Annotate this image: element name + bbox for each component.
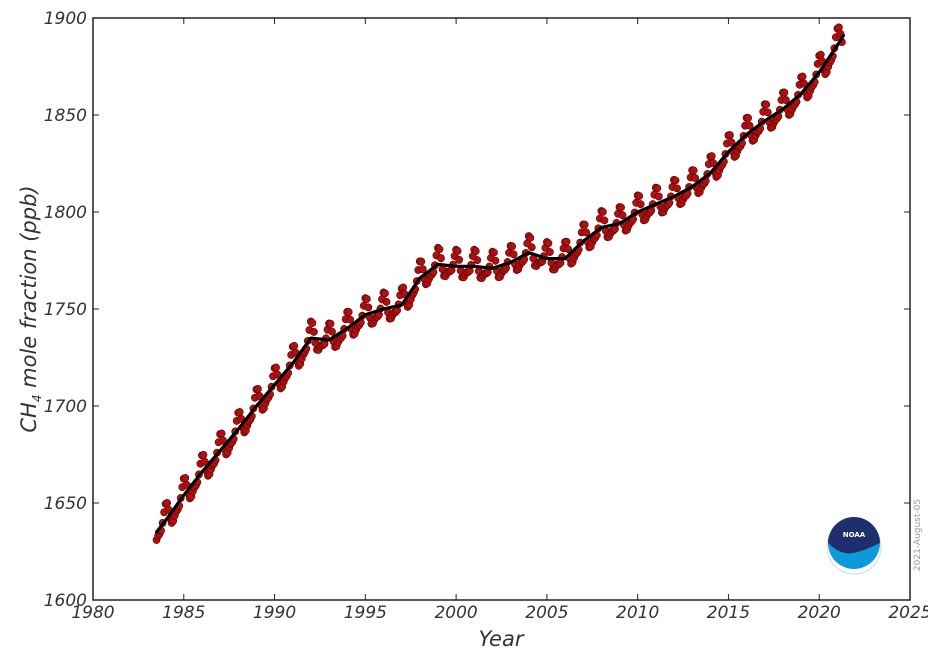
data-point	[762, 100, 771, 109]
y-tick-label: 1750	[44, 300, 87, 320]
data-point	[654, 192, 663, 201]
data-point	[346, 315, 355, 324]
x-tick-label: 1995	[344, 603, 387, 623]
data-point	[527, 243, 536, 252]
noaa-logo-wordmark: NOAA	[843, 531, 866, 539]
data-point	[834, 23, 843, 32]
data-point	[455, 255, 464, 264]
data-point	[745, 121, 754, 130]
data-point	[199, 450, 208, 459]
data-point	[635, 192, 644, 200]
noaa-logo-sky	[828, 517, 880, 554]
y-axis-title-main: CH	[17, 402, 41, 433]
data-point	[546, 248, 554, 256]
data-point	[582, 228, 591, 237]
data-point	[671, 176, 680, 185]
data-point	[382, 297, 391, 306]
x-tick-labels: 1980 1985 1990 1995 2000 2005 2010 2015 2020 2025	[71, 603, 928, 623]
data-point	[509, 250, 518, 259]
data-point	[564, 245, 572, 254]
data-point	[328, 327, 336, 336]
data-point	[326, 319, 335, 328]
y-axis-title: CH4 mole fraction (ppb)	[17, 185, 44, 432]
y-tick-label: 1700	[44, 397, 87, 417]
data-point	[580, 220, 589, 229]
data-point	[362, 295, 371, 303]
data-point	[673, 184, 681, 193]
x-tick-label: 2000	[434, 603, 477, 623]
y-tick-label: 1850	[44, 106, 87, 126]
axis-ticks	[92, 17, 911, 601]
data-point	[272, 363, 280, 372]
y-axis-title-subscript: 4	[30, 395, 44, 403]
data-point	[308, 319, 317, 327]
x-tick-label: 1985	[162, 603, 205, 623]
y-tick-labels: 1600 1650 1700 1750 1800 1850 1900	[44, 9, 87, 611]
data-point	[490, 248, 498, 257]
data-point	[364, 303, 373, 312]
x-tick-label: 2010	[616, 603, 659, 623]
data-point	[707, 152, 716, 161]
data-point	[309, 328, 318, 336]
data-point	[598, 207, 607, 216]
data-point	[689, 166, 698, 175]
data-point	[726, 131, 734, 139]
x-tick-label: 2020	[798, 603, 841, 623]
data-point	[344, 308, 353, 316]
data-point	[816, 50, 825, 59]
data-point	[744, 114, 753, 122]
data-point	[782, 96, 790, 104]
data-point	[217, 429, 226, 438]
x-tick-label: 2005	[525, 603, 568, 623]
x-tick-label: 1990	[253, 603, 296, 623]
y-tick-label: 1600	[44, 591, 87, 611]
trend-line	[154, 33, 845, 534]
data-point	[763, 108, 772, 117]
data-point	[471, 247, 480, 256]
data-point	[600, 216, 609, 225]
noaa-logo-wave	[828, 543, 880, 569]
plot-area	[92, 17, 911, 601]
data-point	[435, 245, 444, 254]
data-point	[473, 256, 482, 265]
data-point	[418, 265, 427, 274]
data-point	[417, 257, 426, 266]
data-point	[727, 138, 736, 147]
data-point	[618, 211, 627, 220]
x-tick-label: 2015	[707, 603, 750, 623]
data-point	[453, 247, 462, 255]
date-stamp: 2021-August-05	[913, 499, 923, 571]
x-axis-title: Year	[479, 627, 525, 651]
data-point	[526, 234, 535, 242]
x-tick-label: 2025	[888, 603, 928, 623]
data-point	[653, 184, 662, 193]
data-point	[798, 72, 807, 81]
data-point	[491, 256, 500, 265]
y-tick-label: 1900	[44, 9, 87, 29]
y-tick-label: 1800	[44, 203, 87, 223]
data-point	[508, 242, 516, 251]
x-tick-label: 1980	[71, 603, 114, 623]
data-point	[636, 200, 645, 209]
noaa-logo: NOAA	[826, 517, 882, 575]
data-point	[399, 283, 408, 292]
data-point	[290, 342, 299, 350]
data-point	[254, 385, 262, 393]
y-tick-label: 1650	[44, 494, 87, 514]
y-axis-title-rest: mole fraction (ppb)	[17, 185, 41, 394]
data-point	[780, 88, 789, 97]
data-point	[163, 499, 172, 507]
data-point	[544, 239, 553, 248]
data-point	[617, 203, 625, 212]
data-point	[562, 237, 571, 246]
data-point	[381, 289, 389, 298]
data-point	[235, 408, 244, 416]
data-point	[437, 254, 445, 263]
data-point	[691, 174, 700, 182]
data-point	[181, 474, 190, 482]
